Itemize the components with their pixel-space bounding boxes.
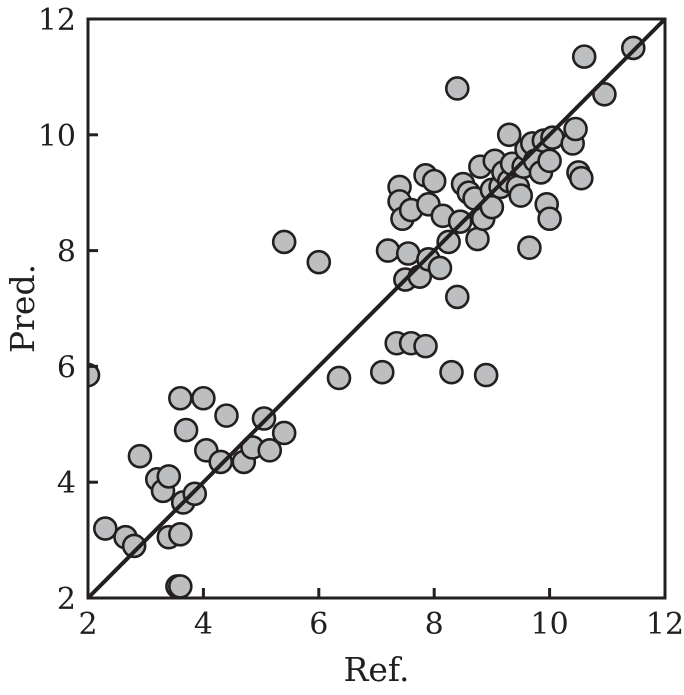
scatter-point [182,481,208,507]
scatter-point [473,362,499,388]
scatter-point [444,284,470,310]
x-tick-label: 6 [309,607,328,642]
scatter-point [537,206,562,232]
scatter-point [168,574,193,598]
y-axis-label: Pred. [3,264,42,353]
scatter-point [395,241,421,266]
y-tick-label: 8 [57,235,76,270]
scatter-point [306,249,332,275]
x-tick-label: 8 [425,607,444,642]
scatter-point [257,438,283,463]
scatter-point [369,359,395,385]
scatter-point [508,183,534,208]
scatter-point [569,165,594,191]
y-tick-label: 4 [57,466,76,501]
y-tick-label: 12 [38,3,76,38]
scatter-point [444,76,470,101]
scatter-point [427,255,453,281]
plot-area-frame [86,17,667,600]
scatter-point [571,44,597,69]
scatter-point [156,464,182,489]
scatter-point [465,226,490,252]
scatter-point [208,449,234,475]
scatter-point [191,385,216,411]
scatter-point [121,533,147,559]
y-tick-label: 10 [38,119,76,154]
scatter-point [479,194,505,220]
scatter-point [496,122,522,148]
scatter-point [271,229,297,255]
scatter-point [88,362,101,388]
reference-line-y-equals-x [86,17,667,600]
scatter-point [517,235,542,261]
x-tick-label: 2 [78,607,97,642]
scatter-point [93,516,118,541]
scatter-point [326,365,352,391]
scatter-point [413,333,438,359]
y-tick-label: 6 [57,350,76,385]
scatter-point [563,116,588,142]
scatter-point [592,81,617,107]
scatter-point [436,229,461,255]
x-tick-label: 4 [194,607,213,642]
y-tick-label: 2 [57,582,76,617]
scatter-point [168,522,193,547]
scatter-point [251,406,277,431]
scatter-point [537,148,562,174]
scatter-point [447,209,473,234]
scatter-point [271,420,297,446]
axis-ticks: 2 4 6 8 10 12 2 4 6 8 10 12 [38,3,684,642]
scatter-point [168,385,193,411]
x-tick-label: 10 [531,607,569,642]
scatter-point [127,443,153,469]
scatter-points [88,35,646,598]
scatter-point [375,238,401,263]
scatter-point [173,417,199,443]
scatter-point [214,403,239,428]
x-tick-label: 12 [646,607,684,642]
scatter-point [421,168,447,194]
x-axis-label: Ref. [344,650,410,689]
scatter-point [439,359,464,385]
scatter-point [620,35,646,61]
